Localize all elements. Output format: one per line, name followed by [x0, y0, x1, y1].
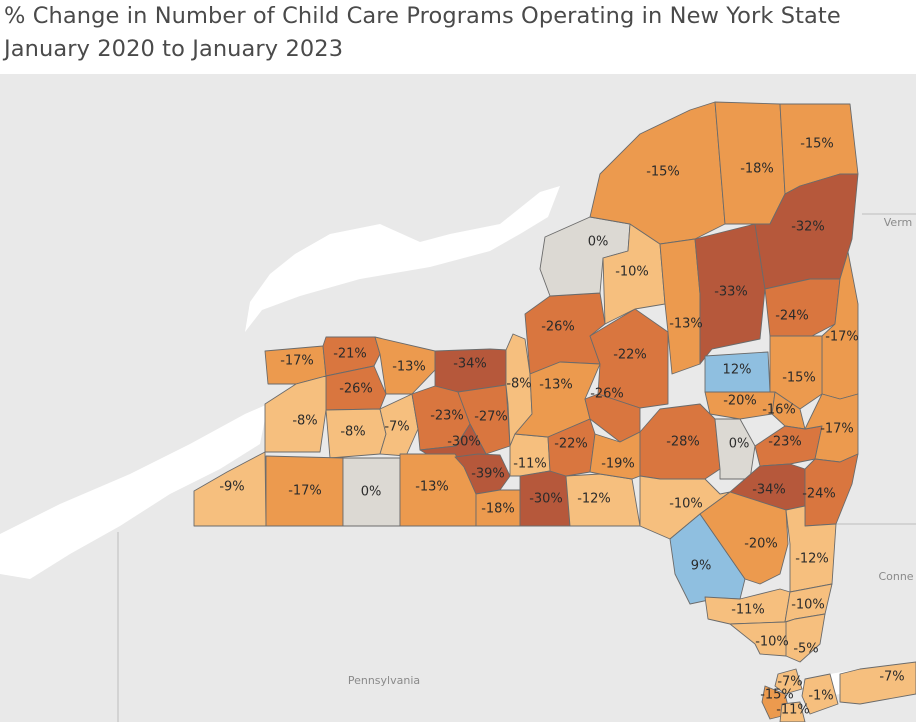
county-label-cny_2: -13%	[539, 378, 573, 393]
county-label-cny_3: -22%	[613, 348, 647, 363]
county-label-wny_nw4: -34%	[453, 357, 487, 372]
county-label-hv_5: -11%	[731, 603, 765, 618]
county-label-cny_1: -26%	[541, 320, 575, 335]
place-label-connecticut: Conne	[878, 570, 913, 583]
county-label-cny_5: -22%	[554, 437, 588, 452]
county-label-hv_3: -20%	[744, 537, 778, 552]
county-label-hv_4: -12%	[795, 552, 829, 567]
county-region-li_1[interactable]	[839, 661, 916, 705]
county-label-cny_6: -19%	[601, 457, 635, 472]
lake-ontario	[245, 186, 560, 332]
county-label-wny_w1: -26%	[339, 382, 373, 397]
county-label-nc_1: 0%	[588, 235, 609, 250]
county-region-wny_w6[interactable]	[457, 384, 511, 455]
county-label-hv_6: -10%	[791, 598, 825, 613]
county-label-hv_7: -10%	[755, 635, 789, 650]
county-region-hv_8[interactable]	[785, 613, 826, 663]
map-canvas[interactable]: Pennsylvania Verm Conne -17% -21% -13% -34%…	[0, 74, 916, 722]
county-region-nc_8[interactable]	[754, 173, 859, 290]
chart-title-block: % Change in Number of Child Care Program…	[4, 0, 914, 70]
county-label-nyc_2: -15%	[760, 688, 794, 703]
county-label-nc_7: -33%	[714, 285, 748, 300]
county-layer[interactable]: -17% -21% -13% -34% -26% -8% -8% -7% -23% -27% -30…	[193, 101, 916, 722]
county-label-nc_2: -10%	[615, 265, 649, 280]
county-label-md_3: -17%	[825, 330, 859, 345]
place-label-vermont: Verm	[884, 216, 912, 229]
county-label-wny_w2: -8%	[292, 414, 317, 429]
county-label-nc_3: -15%	[646, 165, 680, 180]
county-region-hv_3[interactable]	[699, 491, 789, 585]
county-label-md_2: -24%	[775, 309, 809, 324]
county-label-st_sw2: -17%	[288, 484, 322, 499]
county-label-st_2: 9%	[691, 559, 712, 574]
county-label-st_sw3: 0%	[361, 485, 382, 500]
county-label-md_9: -23%	[768, 435, 802, 450]
lake-erie	[0, 404, 268, 579]
county-label-wny_w7: -30%	[447, 435, 481, 450]
county-label-li_1: -7%	[879, 670, 904, 685]
county-label-wny_w6: -27%	[474, 410, 508, 425]
county-label-cny_4: -26%	[590, 387, 624, 402]
county-label-fl_3: -30%	[529, 492, 563, 507]
county-label-hv_2: -24%	[802, 487, 836, 502]
county-label-nc_5: -15%	[800, 137, 834, 152]
county-label-wny_w5: -23%	[430, 409, 464, 424]
county-label-md_1: 12%	[723, 363, 752, 378]
chart-subtitle: January 2020 to January 2023	[4, 36, 344, 62]
county-label-md_6: -16%	[762, 403, 796, 418]
county-label-hv_1: -34%	[752, 483, 786, 498]
county-label-md_5: -20%	[723, 394, 757, 409]
county-region-md_6[interactable]	[771, 391, 806, 430]
county-label-nyc_3: -1%	[808, 689, 833, 704]
county-label-st_sw4: -13%	[415, 480, 449, 495]
county-region-nyc_3[interactable]	[801, 673, 839, 715]
county-label-nyc_1: -7%	[777, 675, 802, 690]
county-label-nc_6: -13%	[669, 317, 703, 332]
county-label-hv_8: -5%	[793, 642, 818, 657]
county-label-wny_nw3: -13%	[392, 360, 426, 375]
chart-title: % Change in Number of Child Care Program…	[4, 3, 841, 29]
county-label-st_sw5: -39%	[471, 467, 505, 482]
county-label-nyc_4: -11%	[776, 703, 810, 718]
county-label-fl_2: -11%	[513, 457, 547, 472]
county-region-md_2[interactable]	[764, 278, 841, 337]
county-region-st_sw5[interactable]	[454, 453, 511, 495]
county-label-fl_1: -8%	[506, 377, 531, 392]
place-label-pennsylvania: Pennsylvania	[348, 674, 420, 687]
county-region-cny_3[interactable]	[589, 308, 669, 409]
county-region-nyc_4[interactable]	[779, 701, 806, 722]
county-label-wny_w3: -8%	[340, 425, 365, 440]
map-panel[interactable]: Pennsylvania Verm Conne -17% -21% -13% -34%…	[0, 74, 916, 722]
county-label-nc_4: -18%	[740, 162, 774, 177]
county-region-fl_4[interactable]	[565, 473, 641, 527]
county-region-nyc_1[interactable]	[774, 668, 803, 695]
county-label-nc_8: -32%	[791, 220, 825, 235]
county-label-md_7: -28%	[666, 435, 700, 450]
county-label-wny_nw1: -17%	[280, 354, 314, 369]
county-label-md_4: -15%	[782, 371, 816, 386]
county-label-md_10: -17%	[820, 422, 854, 437]
county-region-hv_4[interactable]	[785, 505, 837, 593]
county-region-st_sw1[interactable]	[193, 451, 267, 527]
county-label-st_1: -10%	[669, 497, 703, 512]
county-region-cny_6[interactable]	[589, 431, 641, 480]
county-label-md_8: 0%	[729, 437, 750, 452]
county-label-st_sw6: -18%	[481, 502, 515, 517]
county-label-wny_nw2: -21%	[333, 347, 367, 362]
county-label-wny_w4: -7%	[384, 420, 409, 435]
county-label-st_sw1: -9%	[219, 480, 244, 495]
county-label-fl_4: -12%	[577, 492, 611, 507]
